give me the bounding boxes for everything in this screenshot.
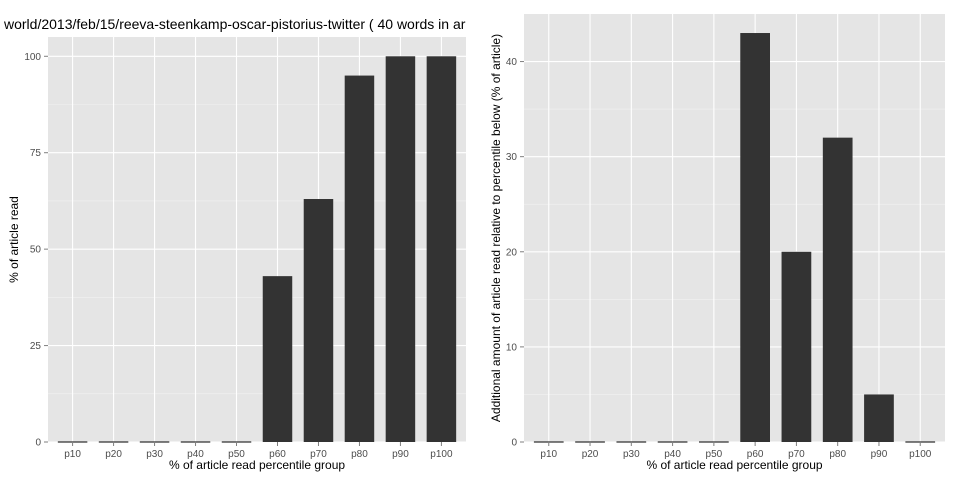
y-tick-label: 0 <box>35 438 41 449</box>
y-tick-label: 40 <box>506 57 518 68</box>
x-tick-label: p20 <box>582 449 599 460</box>
plot-panel-right <box>524 14 945 442</box>
x-tick-label: p40 <box>664 449 681 460</box>
x-tick-label: p50 <box>706 449 723 460</box>
y-axis-title: Additional amount of article read relati… <box>489 34 503 422</box>
x-tick-label: p80 <box>351 449 368 460</box>
y-tick-label: 75 <box>30 148 42 159</box>
bar <box>303 199 334 442</box>
x-tick-label: p60 <box>747 449 764 460</box>
x-tick-label: p10 <box>64 449 81 460</box>
x-tick-label: p40 <box>187 449 204 460</box>
x-tick-label: p60 <box>269 449 286 460</box>
y-tick-label: 100 <box>24 52 41 63</box>
x-tick-label: p80 <box>829 449 846 460</box>
x-tick-label: p100 <box>909 449 932 460</box>
x-tick-label: p50 <box>228 449 245 460</box>
bar <box>344 75 375 443</box>
bar <box>740 33 770 443</box>
y-tick-label: 10 <box>506 342 518 353</box>
y-tick-label: 50 <box>30 245 42 256</box>
x-tick-label: p100 <box>430 449 453 460</box>
bar <box>385 56 416 443</box>
y-axis-title: % of article read <box>7 196 21 283</box>
x-tick-label: p30 <box>623 449 640 460</box>
x-tick-label: p70 <box>788 449 805 460</box>
y-tick-label: 0 <box>511 438 517 449</box>
x-tick-label: p70 <box>310 449 327 460</box>
bar <box>864 394 894 442</box>
x-tick-label: p90 <box>392 449 409 460</box>
bar <box>781 251 812 442</box>
x-tick-label: p90 <box>871 449 888 460</box>
bar <box>262 276 293 442</box>
bar <box>822 137 853 442</box>
x-axis-title: % of article read percentile group <box>646 458 822 472</box>
chart-title: world/2013/feb/15/reeva-steenkamp-oscar-… <box>3 16 466 32</box>
y-tick-label: 25 <box>30 341 42 352</box>
y-tick-label: 20 <box>506 247 518 258</box>
x-tick-label: p30 <box>146 449 163 460</box>
bar <box>426 56 457 443</box>
x-tick-label: p20 <box>105 449 122 460</box>
x-axis-title: % of article read percentile group <box>169 458 345 472</box>
y-tick-label: 30 <box>506 152 518 163</box>
x-tick-label: p10 <box>540 449 557 460</box>
